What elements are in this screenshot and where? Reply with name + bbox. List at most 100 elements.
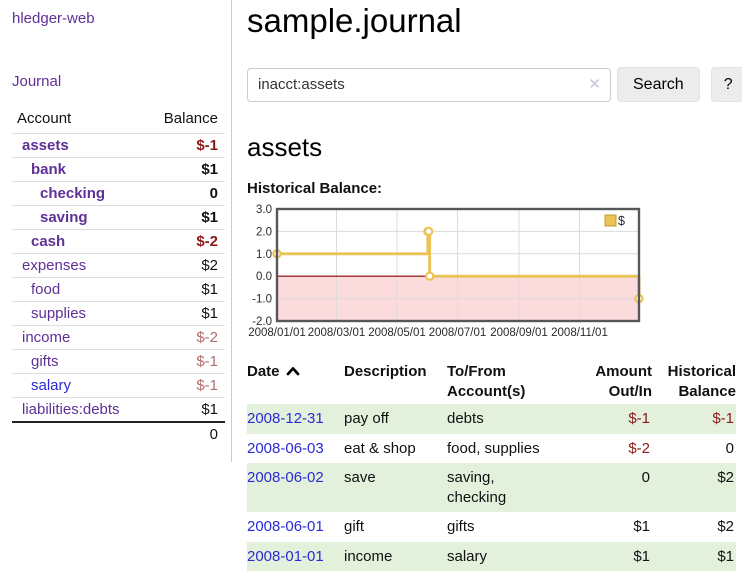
account-link[interactable]: salary [31, 377, 72, 394]
accounts-header-row: Account Balance [12, 106, 225, 134]
transaction-balance: 0 [725, 439, 734, 457]
transaction-amount: $1 [633, 547, 650, 565]
register-header-balance: Historical Balance [667, 363, 736, 400]
svg-text:2008/09/01: 2008/09/01 [490, 327, 548, 339]
svg-text:2008/05/01: 2008/05/01 [368, 327, 426, 339]
account-cell: supplies [12, 301, 144, 326]
transaction-description: gift [344, 518, 365, 535]
svg-text:0.0: 0.0 [256, 271, 272, 283]
transaction-amount: $1 [633, 518, 650, 535]
register-header-date[interactable]: Date [247, 362, 344, 404]
transaction-balance: $2 [717, 469, 734, 486]
transaction-accounts: food, supplies [447, 439, 540, 457]
register-header-accounts: To/From Account(s) [447, 363, 526, 400]
search-input[interactable] [247, 67, 611, 102]
account-row: liabilities:debts $1 [12, 397, 225, 422]
account-link[interactable]: saving [40, 209, 88, 226]
transaction-date-link[interactable]: 2008-01-01 [247, 547, 324, 565]
account-cell: liabilities:debts [12, 397, 144, 422]
account-cell: food [12, 277, 144, 302]
svg-text:1.0: 1.0 [256, 249, 272, 261]
accounts-total-spacer [12, 421, 144, 446]
clear-search-icon[interactable]: ✕ [588, 75, 601, 93]
sidebar-item-journal[interactable]: Journal [12, 73, 62, 90]
accounts-table: Account Balance assets $-1 bank $1 check… [12, 106, 225, 446]
account-row: supplies $1 [12, 301, 225, 326]
search-form: ✕ Search ? [247, 67, 742, 102]
sort-ascending-icon [286, 367, 299, 376]
svg-text:-1.0: -1.0 [252, 294, 272, 306]
account-cell: assets [12, 133, 144, 158]
account-cell: income [12, 325, 144, 350]
account-link[interactable]: liabilities:debts [22, 401, 120, 418]
table-row: 2008-12-31 pay off debts $-1 $-1 [247, 404, 736, 434]
account-balance: $-1 [143, 373, 225, 398]
transaction-description: income [344, 547, 393, 565]
transaction-balance: $-1 [712, 410, 734, 427]
account-balance: $1 [143, 157, 225, 182]
account-balance: $-1 [143, 349, 225, 374]
transaction-description: pay off [344, 410, 389, 427]
account-link[interactable]: expenses [22, 257, 87, 274]
transaction-description: eat & shop [344, 439, 416, 457]
register-table: Date Description To/From Account(s) Amoun… [247, 362, 736, 571]
transaction-date-cell: 2008-06-03 [247, 434, 344, 464]
register-header-description: Description [344, 363, 427, 380]
account-link[interactable]: cash [31, 233, 66, 250]
search-button[interactable]: Search [617, 67, 700, 102]
account-balance: $1 [143, 277, 225, 302]
account-cell: gifts [12, 349, 144, 374]
account-row: food $1 [12, 277, 225, 302]
account-cell: salary [12, 373, 144, 398]
svg-text:-2.0: -2.0 [252, 316, 272, 328]
account-link[interactable]: assets [22, 137, 69, 154]
table-row: 2008-06-02 save saving, checking 0 $2 [247, 463, 736, 512]
transaction-date-link[interactable]: 2008-06-03 [247, 439, 324, 457]
account-cell: checking [12, 181, 144, 206]
account-row: checking 0 [12, 181, 225, 206]
main-content: sample.journal ✕ Search ? assets Histori… [232, 0, 742, 571]
register-header-row: Date Description To/From Account(s) Amoun… [247, 362, 736, 404]
account-link[interactable]: bank [31, 161, 67, 178]
account-balance: $1 [143, 205, 225, 230]
account-balance: $-2 [143, 325, 225, 350]
transaction-date-cell: 2008-12-31 [247, 404, 344, 434]
help-button[interactable]: ? [710, 67, 742, 102]
account-link[interactable]: gifts [31, 353, 59, 370]
transaction-date-link[interactable]: 2008-06-02 [247, 469, 324, 486]
account-link[interactable]: checking [40, 185, 106, 202]
account-row: salary $-1 [12, 373, 225, 398]
account-link[interactable]: income [22, 329, 71, 346]
svg-text:2008/07/01: 2008/07/01 [429, 327, 487, 339]
accounts-header-account: Account [17, 110, 72, 127]
accounts-total-row: 0 [12, 421, 225, 446]
transaction-amount: $-1 [628, 410, 650, 427]
transaction-date-cell: 2008-06-01 [247, 512, 344, 542]
transaction-date-link[interactable]: 2008-12-31 [247, 410, 324, 427]
transaction-date-cell: 2008-06-02 [247, 463, 344, 512]
account-balance: 0 [143, 181, 225, 206]
account-title: assets [247, 132, 323, 162]
account-cell: saving [12, 205, 144, 230]
account-row: expenses $2 [12, 253, 225, 278]
transaction-description: save [344, 469, 376, 486]
brand-link[interactable]: hledger-web [12, 10, 95, 27]
account-cell: cash [12, 229, 144, 254]
transaction-balance: $1 [717, 547, 734, 565]
transaction-date-link[interactable]: 2008-06-01 [247, 518, 324, 535]
account-link[interactable]: supplies [31, 305, 87, 322]
svg-text:$: $ [618, 214, 625, 228]
transaction-balance: $2 [717, 518, 734, 535]
transaction-accounts: gifts [447, 518, 475, 535]
account-link[interactable]: food [31, 281, 61, 298]
table-row: 2008-06-01 gift gifts $1 $2 [247, 512, 736, 542]
account-balance: $-2 [143, 229, 225, 254]
svg-text:2.0: 2.0 [256, 226, 272, 238]
brand: hledger-web [12, 10, 231, 28]
account-balance: $1 [143, 301, 225, 326]
accounts-total-value: 0 [143, 421, 225, 446]
table-row: 2008-06-03 eat & shop food, supplies $-2… [247, 434, 736, 464]
accounts-header-balance: Balance [163, 110, 218, 127]
account-row: assets $-1 [12, 133, 225, 158]
